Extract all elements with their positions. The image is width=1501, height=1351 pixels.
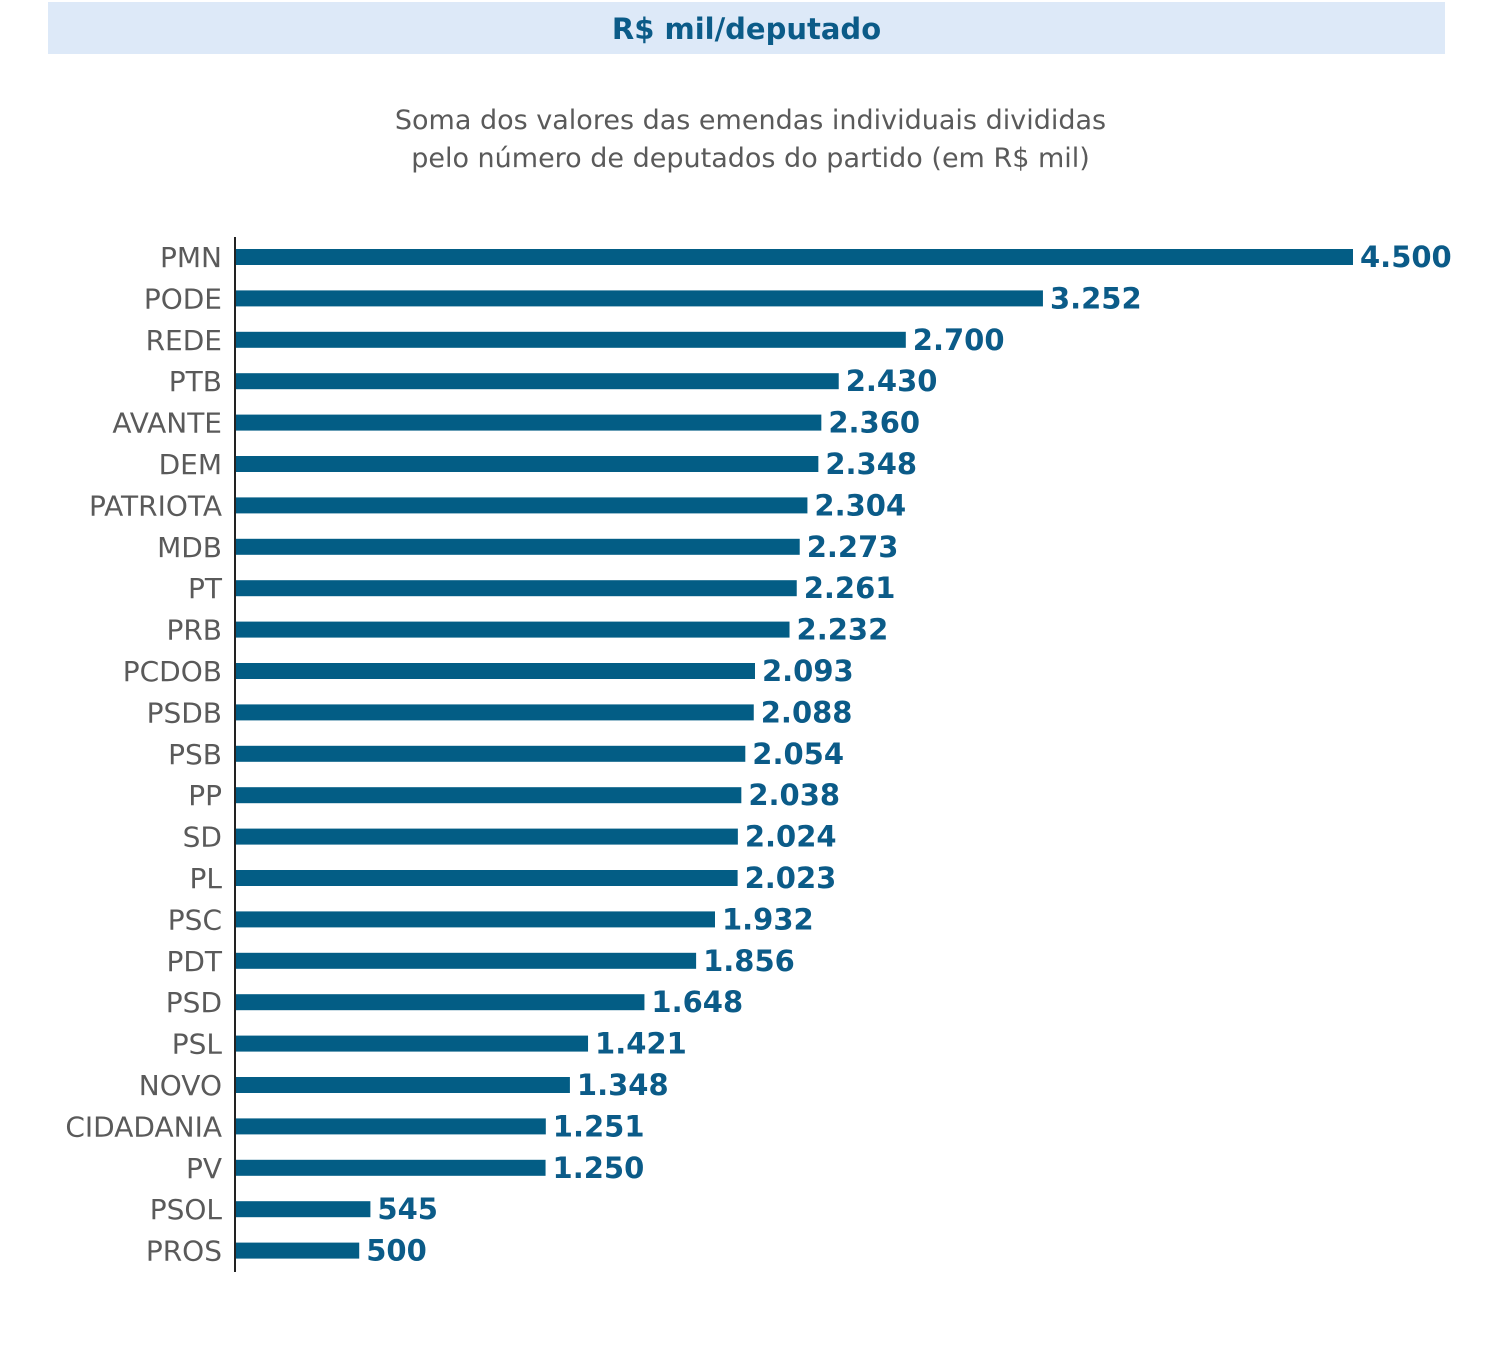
value-label: 2.232 — [797, 613, 889, 647]
bar-psol — [235, 1201, 371, 1218]
value-label: 2.261 — [804, 571, 896, 605]
value-label: 3.252 — [1050, 281, 1142, 315]
subtitle-line-2: pelo número de deputados do partido (em … — [411, 143, 1090, 174]
value-label: 2.273 — [807, 530, 899, 564]
category-label: CIDADANIA — [65, 1110, 222, 1143]
category-label: PSC — [168, 903, 222, 936]
value-label: 2.088 — [761, 695, 853, 729]
bar-pros — [235, 1242, 360, 1259]
value-label: 1.250 — [553, 1151, 645, 1185]
value-label: 2.023 — [745, 861, 837, 895]
title-band: R$ mil/deputado — [48, 2, 1445, 54]
value-label: 2.024 — [745, 820, 837, 854]
value-label: 2.038 — [748, 778, 840, 812]
bar-novo — [235, 1077, 570, 1093]
category-label: PROS — [146, 1235, 222, 1268]
category-label: PSOL — [150, 1193, 223, 1226]
category-label: PDT — [166, 945, 222, 978]
value-label: 2.348 — [825, 447, 917, 481]
bar-pl — [235, 870, 738, 886]
bar-psl — [235, 1035, 589, 1052]
category-label: PSDB — [147, 696, 222, 729]
value-label: 1.932 — [722, 902, 814, 936]
bar-pv — [235, 1159, 546, 1176]
bar-mdb — [235, 538, 800, 555]
bar-avante — [235, 414, 822, 431]
category-label: REDE — [146, 324, 222, 357]
category-label: PP — [188, 779, 222, 812]
category-label: PSB — [168, 738, 222, 771]
category-label: PT — [188, 572, 223, 605]
bar-ptb — [235, 373, 839, 390]
bar-pt — [235, 580, 797, 597]
category-label: PSD — [166, 986, 222, 1019]
value-label: 545 — [377, 1192, 438, 1226]
value-label: 1.648 — [651, 985, 743, 1019]
bar-pdt — [235, 952, 697, 969]
bar-pcdob — [235, 663, 755, 679]
category-label: PSL — [172, 1028, 223, 1061]
value-label: 500 — [366, 1234, 427, 1268]
category-label: PTB — [169, 365, 222, 398]
bar-dem — [235, 456, 819, 472]
category-label: PODE — [144, 282, 222, 315]
bar-cidadania — [235, 1118, 546, 1135]
bar-patriota — [235, 497, 808, 514]
category-label: PRB — [166, 614, 222, 647]
value-label: 2.430 — [846, 364, 938, 398]
category-label: SD — [183, 821, 222, 854]
category-label: NOVO — [139, 1069, 222, 1102]
bar-rede — [235, 331, 906, 348]
value-label: 1.348 — [577, 1068, 669, 1102]
bar-pmn — [235, 249, 1353, 265]
bar-psdb — [235, 704, 754, 721]
chart-title: R$ mil/deputado — [611, 12, 882, 46]
category-label: PV — [186, 1152, 222, 1185]
bar-prb — [235, 621, 790, 638]
category-label: PATRIOTA — [89, 489, 222, 522]
chart-subtitle: Soma dos valores das emendas individuais… — [0, 102, 1501, 178]
value-label: 2.304 — [814, 488, 906, 522]
value-label: 1.421 — [595, 1027, 687, 1061]
bar-sd — [235, 828, 738, 845]
category-label: PMN — [160, 241, 222, 274]
value-label: 1.251 — [553, 1109, 645, 1143]
value-label: 1.856 — [703, 944, 795, 978]
category-label: DEM — [159, 448, 222, 481]
category-label: AVANTE — [112, 407, 222, 440]
category-label: PL — [190, 862, 223, 895]
subtitle-line-1: Soma dos valores das emendas individuais… — [394, 105, 1107, 136]
bar-pode — [235, 290, 1043, 307]
value-label: 2.360 — [828, 406, 920, 440]
value-label: 2.700 — [913, 323, 1005, 357]
bar-pp — [235, 787, 742, 804]
bar-psd — [235, 994, 645, 1011]
value-label: 4.500 — [1360, 240, 1452, 274]
value-label: 2.093 — [762, 654, 854, 688]
value-label: 2.054 — [752, 737, 844, 771]
bar-psb — [235, 745, 746, 762]
category-label: MDB — [157, 531, 222, 564]
bar-psc — [235, 911, 715, 928]
category-label: PCDOB — [123, 655, 222, 688]
